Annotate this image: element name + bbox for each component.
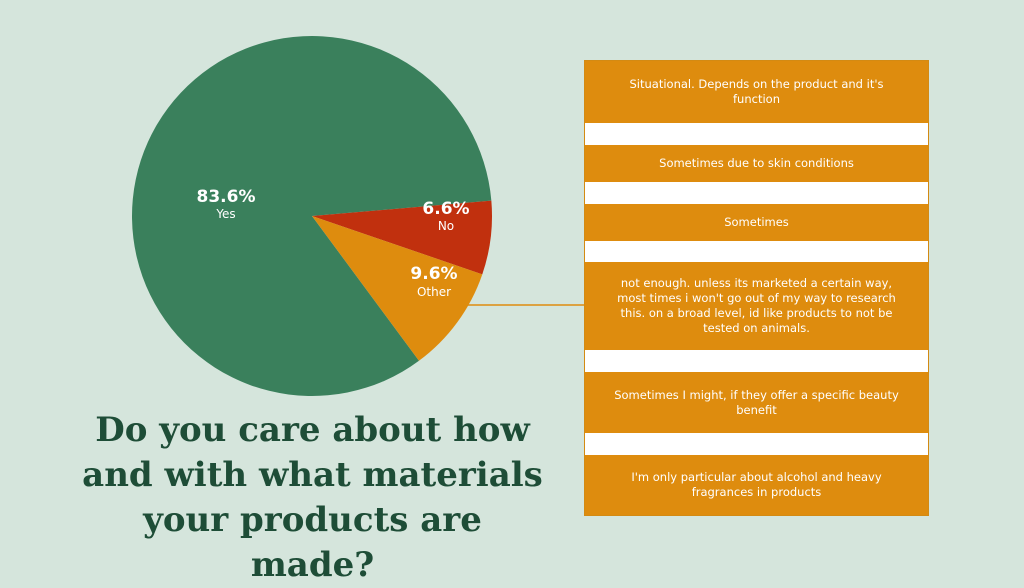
- slice-label-yes: Yes: [215, 207, 235, 221]
- pie-slice-yes: [131, 36, 492, 397]
- slice-label-no: No: [438, 219, 454, 233]
- slice-label-other: Other: [417, 285, 451, 299]
- pie-chart: 83.6% Yes 6.6% No 9.6% Other: [131, 36, 585, 397]
- pie-slice-no: [312, 200, 492, 275]
- slice-value-other: 9.6%: [410, 264, 457, 284]
- response-item: Sometimes due to skin conditions: [585, 145, 928, 182]
- response-item: I'm only particular about alcohol and he…: [585, 455, 928, 515]
- other-responses-panel: Situational. Depends on the product and …: [584, 60, 929, 516]
- chart-title: Do you care about how and with what mate…: [82, 410, 543, 585]
- response-item: Sometimes: [585, 204, 928, 241]
- response-item: not enough. unless its marketed a certai…: [585, 262, 928, 350]
- response-item: Situational. Depends on the product and …: [585, 61, 928, 123]
- slice-value-yes: 83.6%: [197, 187, 256, 207]
- slice-value-no: 6.6%: [422, 199, 469, 219]
- response-item: Sometimes I might, if they offer a speci…: [585, 372, 928, 433]
- pie-slice-other: [312, 216, 483, 361]
